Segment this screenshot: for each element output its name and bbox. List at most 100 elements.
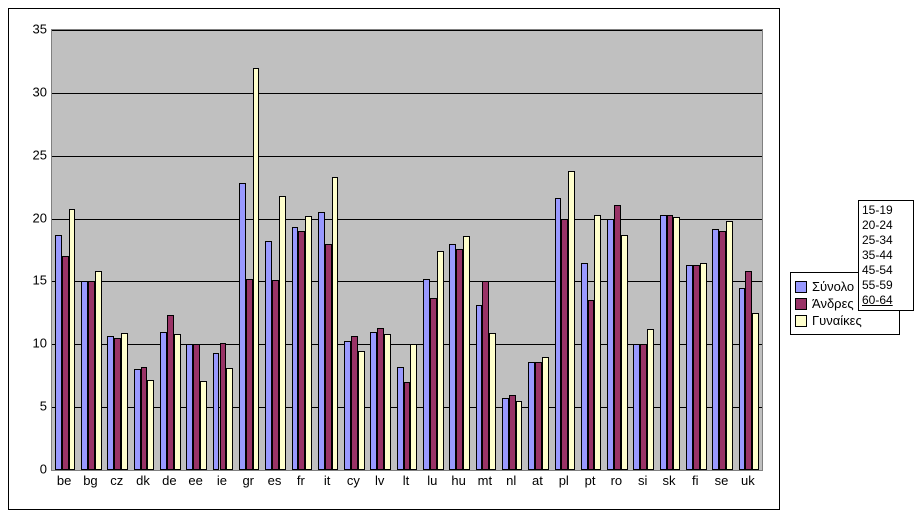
bar [489, 333, 496, 470]
age-range: 55-59 [862, 278, 910, 293]
legend-item: Γυναίκες [795, 313, 895, 328]
bar [502, 398, 509, 470]
bar [410, 344, 417, 470]
bar [239, 183, 246, 470]
x-tick-label: mt [478, 473, 492, 488]
x-tick-label: de [162, 473, 176, 488]
bar [528, 362, 535, 470]
bar [568, 171, 575, 470]
bar [660, 215, 667, 470]
bar [726, 221, 733, 470]
bar [114, 338, 121, 470]
bar [160, 332, 167, 470]
bar [463, 236, 470, 470]
x-tick-label: it [324, 473, 331, 488]
bar [279, 196, 286, 470]
bar [351, 336, 358, 471]
bar [555, 198, 562, 470]
bar [325, 244, 332, 470]
x-tick-label: lt [403, 473, 410, 488]
age-range: 60-64 [862, 293, 910, 308]
y-tick-label: 5 [17, 399, 47, 414]
bar [147, 380, 154, 471]
x-tick-label: si [638, 473, 647, 488]
bar [62, 256, 69, 470]
bar [693, 265, 700, 470]
x-tick-label: dk [136, 473, 150, 488]
chart-container: 05101520253035bebgczdkdeeeiegresfritcylv… [8, 8, 780, 510]
bar [344, 341, 351, 470]
bar [449, 244, 456, 470]
y-tick-label: 15 [17, 273, 47, 288]
x-tick-label: ie [217, 473, 227, 488]
x-tick-label: fr [297, 473, 305, 488]
bar [298, 231, 305, 470]
bar [476, 305, 483, 470]
x-tick-label: pt [585, 473, 596, 488]
bar [621, 235, 628, 470]
gridline [52, 344, 762, 345]
x-tick-label: lv [375, 473, 384, 488]
age-range: 35-44 [862, 248, 910, 263]
bar [332, 177, 339, 470]
bar [516, 401, 523, 470]
bar [107, 336, 114, 471]
bar [647, 329, 654, 470]
age-range: 45-54 [862, 263, 910, 278]
gridline [52, 156, 762, 157]
x-tick-label: gr [242, 473, 254, 488]
x-tick-label: nl [506, 473, 516, 488]
bar [404, 382, 411, 470]
age-range: 15-19 [862, 203, 910, 218]
x-tick-label: lu [427, 473, 437, 488]
bar [167, 315, 174, 470]
bar [739, 288, 746, 470]
bar [542, 357, 549, 470]
x-tick-label: ee [188, 473, 202, 488]
bar [88, 281, 95, 470]
legend-swatch [795, 315, 807, 327]
legend-swatch [795, 281, 807, 293]
bar [667, 215, 674, 470]
age-range: 20-24 [862, 218, 910, 233]
bar [193, 344, 200, 470]
gridline [52, 30, 762, 31]
bar [200, 381, 207, 470]
bar [719, 231, 726, 470]
bar [509, 395, 516, 470]
x-tick-label: be [57, 473, 71, 488]
y-tick-label: 20 [17, 210, 47, 225]
bar [535, 362, 542, 470]
bar [318, 212, 325, 470]
y-tick-label: 25 [17, 147, 47, 162]
legend-label: Άνδρες [812, 296, 854, 311]
bar [305, 216, 312, 470]
bar [246, 279, 253, 470]
bar [174, 334, 181, 470]
bar [226, 368, 233, 470]
bar [482, 281, 489, 470]
bar [95, 271, 102, 470]
bar [81, 281, 88, 470]
x-tick-label: cz [110, 473, 123, 488]
bar [272, 280, 279, 470]
bar [633, 344, 640, 470]
x-tick-label: pl [559, 473, 569, 488]
bar [430, 298, 437, 470]
bar [673, 217, 680, 470]
bar [456, 249, 463, 470]
gridline [52, 281, 762, 282]
bar [640, 344, 647, 470]
legend-label: Γυναίκες [812, 313, 862, 328]
bar [437, 251, 444, 470]
bar [292, 227, 299, 470]
bar [134, 369, 141, 470]
y-tick-label: 30 [17, 84, 47, 99]
bar [745, 271, 752, 470]
bar [69, 209, 76, 470]
x-tick-label: ro [611, 473, 623, 488]
bar [594, 215, 601, 470]
x-tick-label: at [532, 473, 543, 488]
legend-label: Σύνολο [812, 279, 854, 294]
bar [607, 219, 614, 470]
